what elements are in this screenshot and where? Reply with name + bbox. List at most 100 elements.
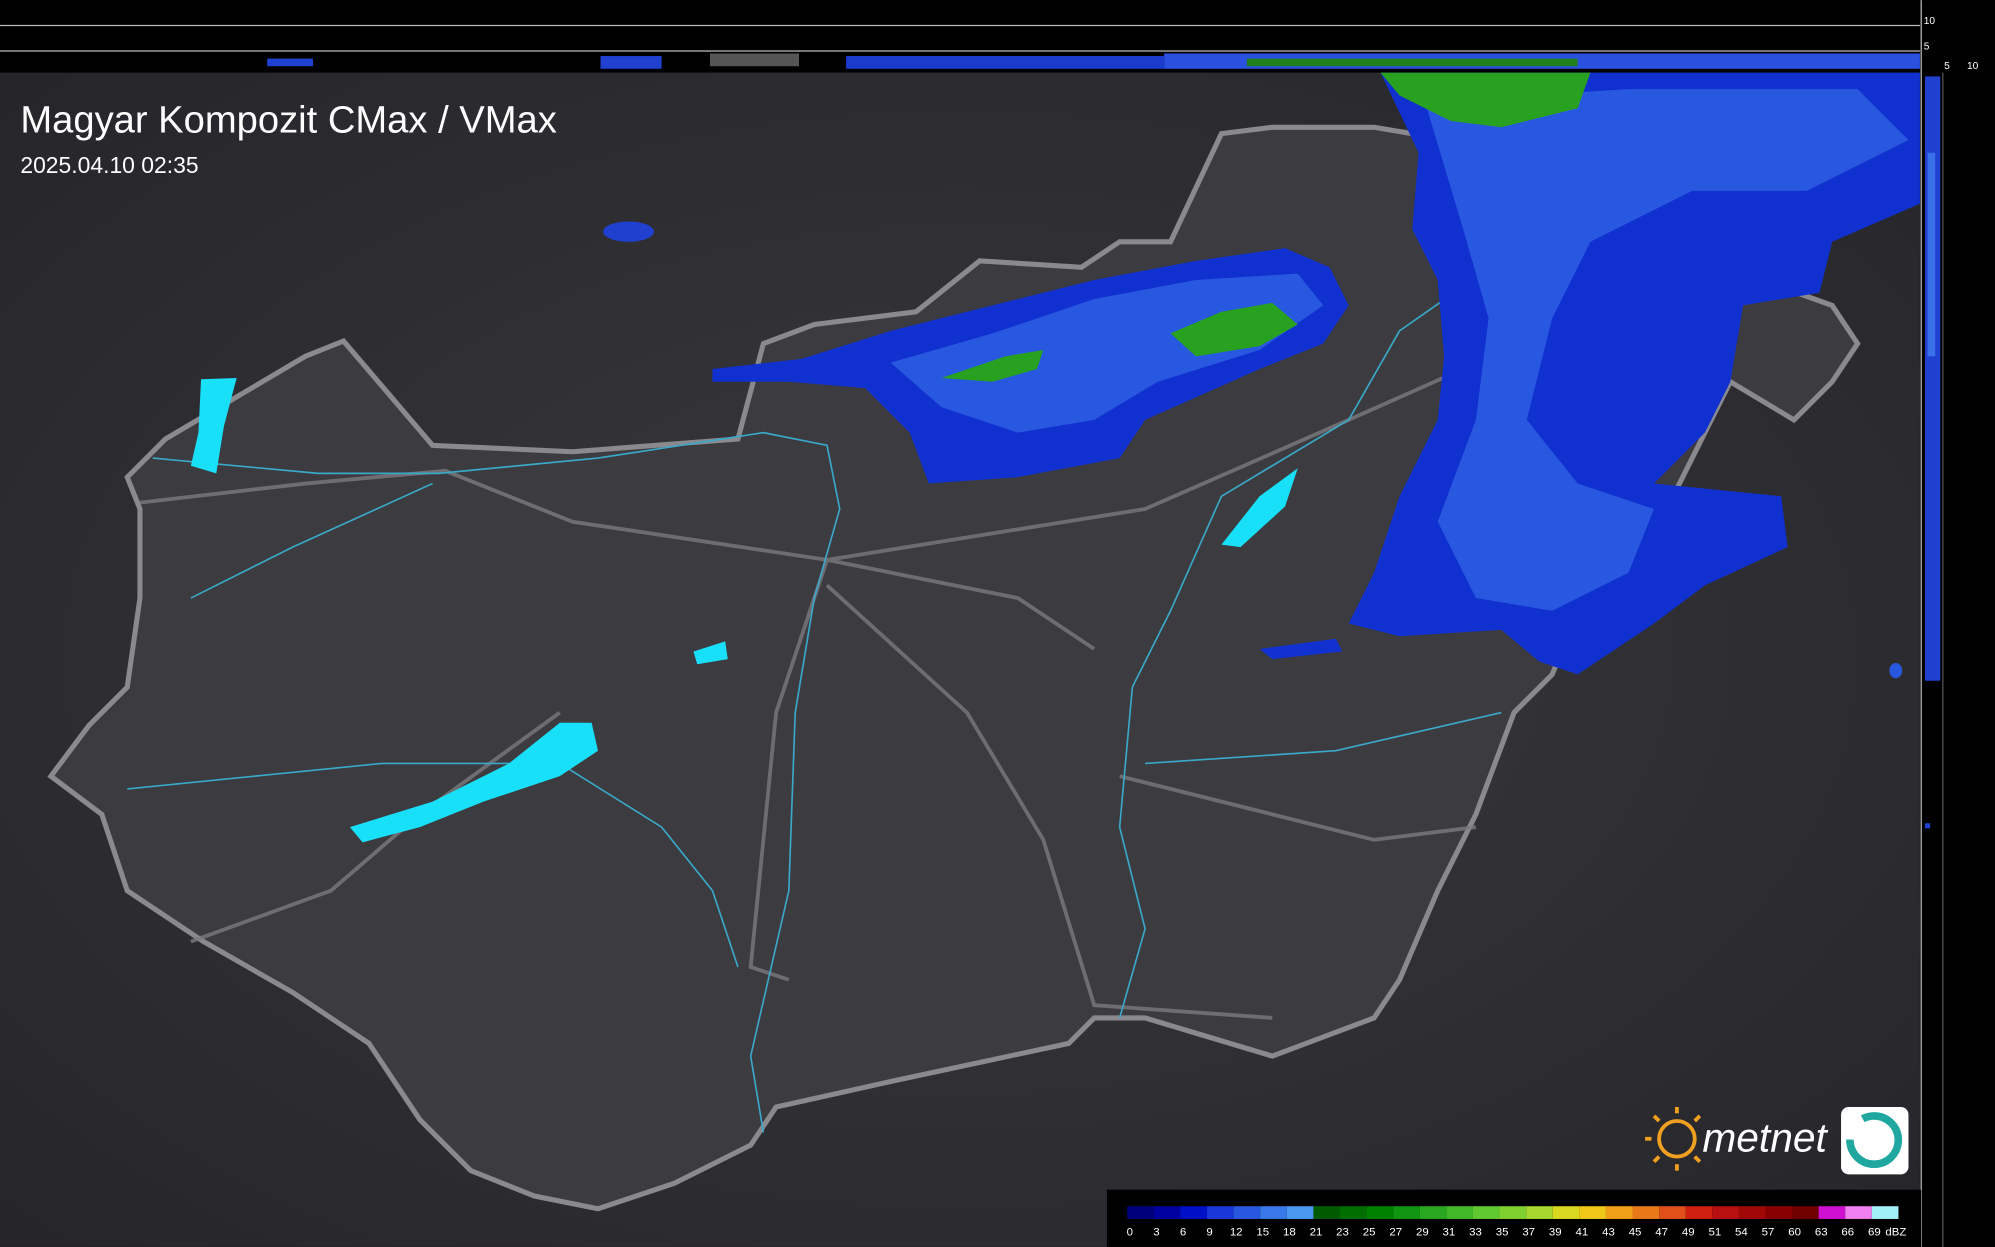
legend-swatch <box>1499 1206 1527 1219</box>
legend-label: 31 <box>1443 1226 1456 1238</box>
echo <box>603 221 654 242</box>
legend-swatch <box>1712 1206 1739 1219</box>
echo <box>1259 638 1343 660</box>
legend-swatch <box>1738 1206 1766 1219</box>
legend-swatch <box>1765 1206 1793 1219</box>
strip-echo <box>1246 58 1578 67</box>
legend-swatch <box>1127 1206 1154 1219</box>
legend-swatch <box>1552 1206 1580 1219</box>
lakes <box>190 377 1298 843</box>
legend-label: 6 <box>1180 1226 1186 1238</box>
legend-swatch <box>1526 1206 1553 1219</box>
legend-swatch <box>1845 1206 1872 1219</box>
legend-swatch <box>1419 1206 1447 1219</box>
echo <box>1170 302 1298 357</box>
legend-swatch <box>1153 1206 1181 1219</box>
strip-echo <box>600 56 662 69</box>
map-title: Magyar Kompozit CMax / VMax <box>20 98 556 141</box>
lake-tisza <box>1221 468 1298 548</box>
legend-label: 37 <box>1522 1226 1535 1238</box>
legend-swatch <box>1207 1206 1234 1219</box>
legend-label: 23 <box>1336 1226 1349 1238</box>
rivers <box>127 241 1528 1133</box>
legend-label: 9 <box>1206 1226 1212 1238</box>
legend-label: 43 <box>1602 1226 1615 1238</box>
legend-label: 0 <box>1127 1226 1133 1238</box>
echo <box>1380 72 1591 128</box>
strip-echo <box>846 56 1165 69</box>
side-label: 5 <box>1924 42 1930 53</box>
legend-label: 69 <box>1868 1226 1881 1238</box>
echo <box>1889 662 1903 679</box>
legend-swatch <box>1632 1206 1660 1219</box>
legend-label: 41 <box>1576 1226 1589 1238</box>
legend: 0 3 6 9 12 15 18 21 23 25 27 29 31 33 35 37 39 41 43 45 47 49… <box>1127 1206 1906 1238</box>
legend-label: 3 <box>1153 1226 1159 1238</box>
river <box>190 482 433 599</box>
legend-swatch <box>1340 1206 1367 1219</box>
legend-unit: dBZ <box>1885 1226 1906 1238</box>
legend-swatch <box>1313 1206 1341 1219</box>
echo <box>890 273 1324 433</box>
logo: metnet <box>1645 1106 1909 1175</box>
legend-swatch <box>1818 1206 1846 1219</box>
legend-swatch <box>1659 1206 1686 1219</box>
legend-swatch <box>1792 1206 1819 1219</box>
legend-label: 49 <box>1682 1226 1695 1238</box>
legend-label: 47 <box>1655 1226 1668 1238</box>
river <box>1118 241 1528 1019</box>
legend-label: 63 <box>1815 1226 1828 1238</box>
strip-echo <box>267 58 313 67</box>
legend-label: 29 <box>1416 1226 1429 1238</box>
legend-swatch <box>1446 1206 1473 1219</box>
legend-label: 54 <box>1735 1226 1748 1238</box>
echo <box>1425 89 1909 611</box>
legend-label: 15 <box>1256 1226 1269 1238</box>
lake-balaton <box>349 722 598 843</box>
legend-label: 33 <box>1469 1226 1482 1238</box>
legend-swatch <box>1366 1206 1394 1219</box>
top-strip <box>0 24 1920 69</box>
right-strip: 10 5 5 10 <box>1920 0 1979 1247</box>
legend-label: 45 <box>1629 1226 1642 1238</box>
legend-label: 21 <box>1310 1226 1323 1238</box>
river <box>1145 711 1502 765</box>
road <box>825 583 1273 1020</box>
strip-echo <box>1925 823 1931 829</box>
radar-echoes <box>603 72 1920 679</box>
legend-label: 12 <box>1230 1226 1243 1238</box>
legend-label: 35 <box>1496 1226 1509 1238</box>
legend-label: 51 <box>1708 1226 1721 1238</box>
logo-text: metnet <box>1702 1115 1828 1161</box>
lake-neusiedl <box>190 377 237 474</box>
river <box>152 431 841 1133</box>
logo-sun <box>1657 1119 1697 1159</box>
legend-swatch <box>1871 1206 1899 1219</box>
legend-swatch <box>1393 1206 1420 1219</box>
side-label: 10 <box>1967 61 1979 72</box>
legend-label: 60 <box>1788 1226 1801 1238</box>
road <box>139 468 1096 651</box>
side-label: 5 <box>1944 61 1950 72</box>
side-label: 10 <box>1924 16 1936 27</box>
legend-label: 66 <box>1841 1226 1854 1238</box>
legend-swatch <box>1605 1206 1633 1219</box>
lake-velence <box>693 641 728 665</box>
legend-swatch <box>1685 1206 1713 1219</box>
legend-label: 57 <box>1762 1226 1775 1238</box>
logo-rays <box>1645 1106 1702 1171</box>
legend-label: 39 <box>1549 1226 1562 1238</box>
legend-swatch <box>1472 1206 1500 1219</box>
road <box>1119 774 1477 842</box>
legend-label: 25 <box>1363 1226 1376 1238</box>
strip-echo <box>709 53 800 67</box>
legend-label: 27 <box>1389 1226 1402 1238</box>
legend-swatch <box>1180 1206 1208 1219</box>
echo <box>941 349 1044 382</box>
logo-swirl <box>1846 1112 1903 1169</box>
legend-swatch <box>1286 1206 1314 1219</box>
legend-swatch <box>1260 1206 1287 1219</box>
legend-swatch <box>1233 1206 1261 1219</box>
